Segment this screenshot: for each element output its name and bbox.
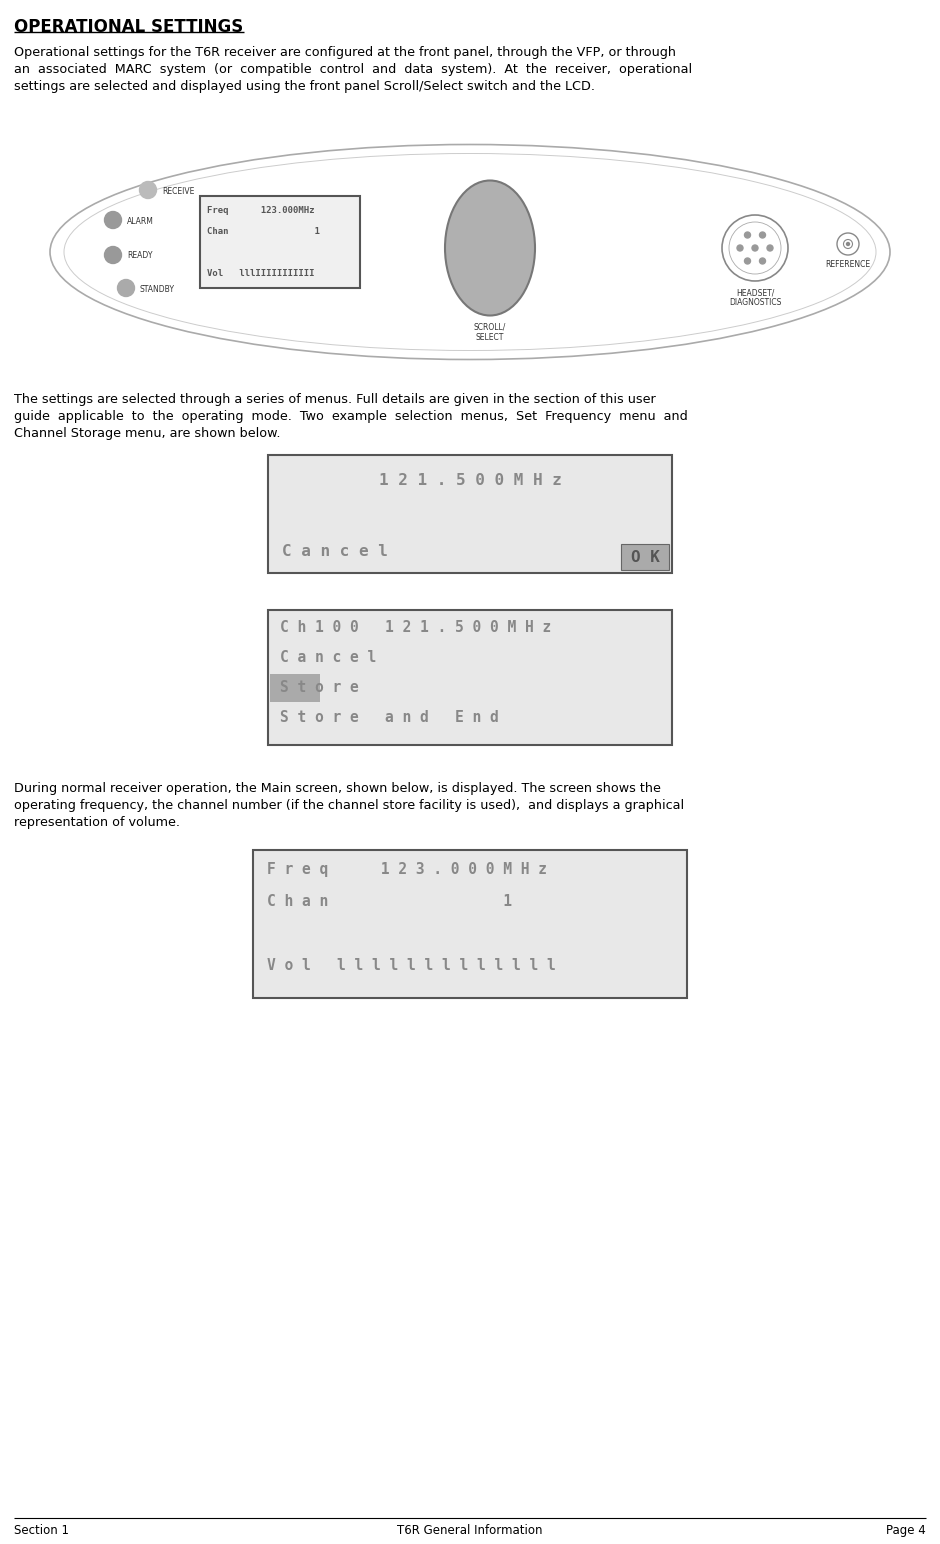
Text: Chan                1: Chan 1 [207,227,320,236]
Text: The settings are selected through a series of menus. Full details are given in t: The settings are selected through a seri… [14,394,656,406]
Ellipse shape [445,181,535,315]
Circle shape [737,245,743,252]
Text: representation of volume.: representation of volume. [14,815,180,829]
Text: Freq      123.000MHz: Freq 123.000MHz [207,205,315,215]
Text: O K: O K [631,550,660,565]
Text: an  associated  MARC  system  (or  compatible  control  and  data  system).  At : an associated MARC system (or compatible… [14,63,692,76]
Text: REFERENCE: REFERENCE [825,259,870,269]
Circle shape [767,245,773,252]
Text: During normal receiver operation, the Main screen, shown below, is displayed. Th: During normal receiver operation, the Ma… [14,781,661,795]
Text: S t o r e   a n d   E n d: S t o r e a n d E n d [280,710,499,726]
Text: DIAGNOSTICS: DIAGNOSTICS [728,298,781,307]
Circle shape [760,232,765,238]
Text: SELECT: SELECT [476,334,504,343]
Text: C h a n                    1: C h a n 1 [267,894,512,909]
Circle shape [760,258,765,264]
Text: operating frequency, the channel number (if the channel store facility is used),: operating frequency, the channel number … [14,798,684,812]
Text: ALARM: ALARM [127,216,154,225]
Text: V o l   l l l l l l l l l l l l l: V o l l l l l l l l l l l l l l [267,957,556,973]
Text: STANDBY: STANDBY [140,284,175,293]
Text: Page 4: Page 4 [886,1524,926,1536]
Text: Channel Storage menu, are shown below.: Channel Storage menu, are shown below. [14,428,280,440]
Circle shape [847,242,850,245]
FancyBboxPatch shape [268,610,672,746]
Text: S t o r e: S t o r e [280,679,359,695]
Text: Operational settings for the T6R receiver are configured at the front panel, thr: Operational settings for the T6R receive… [14,46,676,59]
FancyBboxPatch shape [200,196,360,289]
Text: Section 1: Section 1 [14,1524,69,1536]
FancyBboxPatch shape [621,543,669,570]
Text: guide  applicable  to  the  operating  mode.  Two  example  selection  menus,  S: guide applicable to the operating mode. … [14,411,688,423]
Circle shape [104,247,121,264]
Text: OPERATIONAL SETTINGS: OPERATIONAL SETTINGS [14,19,243,36]
Circle shape [118,279,134,296]
Text: Vol   lllIIIIIIIIIII: Vol lllIIIIIIIIIII [207,269,315,278]
FancyBboxPatch shape [270,675,320,703]
Text: C h 1 0 0   1 2 1 . 5 0 0 M H z: C h 1 0 0 1 2 1 . 5 0 0 M H z [280,621,551,635]
Text: T6R General Information: T6R General Information [398,1524,542,1536]
Text: settings are selected and displayed using the front panel Scroll/Select switch a: settings are selected and displayed usin… [14,80,595,93]
Text: READY: READY [127,252,152,261]
Text: F r e q      1 2 3 . 0 0 0 M H z: F r e q 1 2 3 . 0 0 0 M H z [267,862,547,877]
Circle shape [139,182,156,199]
FancyBboxPatch shape [253,851,687,997]
Text: HEADSET/: HEADSET/ [736,289,775,296]
Circle shape [744,232,750,238]
Text: RECEIVE: RECEIVE [162,187,195,196]
FancyBboxPatch shape [268,455,672,573]
Text: C a n c e l: C a n c e l [280,650,376,665]
Text: C a n c e l: C a n c e l [282,543,388,559]
Text: 1 2 1 . 5 0 0 M H z: 1 2 1 . 5 0 0 M H z [379,472,561,488]
Text: SCROLL/: SCROLL/ [474,323,506,332]
Circle shape [752,245,758,252]
Circle shape [104,212,121,229]
Circle shape [744,258,750,264]
